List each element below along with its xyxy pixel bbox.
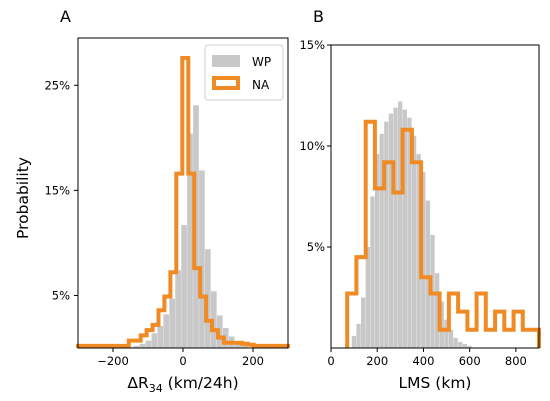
panel-a-x-ticks: −200 0 200 (97, 348, 264, 368)
wp-bar (145, 340, 152, 348)
wp-bar (439, 301, 444, 348)
wp-bar (187, 133, 193, 348)
y-tick-label: 15% (299, 38, 325, 52)
x-tick-label: 800 (505, 354, 527, 368)
panel-a-xlabel: ΔR34 (km/24h) (127, 374, 238, 395)
x-tick-label: 0 (179, 354, 186, 368)
wp-bar (361, 297, 366, 348)
legend-swatch-na (212, 76, 240, 90)
panel-b-na-step (345, 119, 541, 348)
legend-box (204, 44, 284, 101)
wp-bar (425, 200, 431, 348)
wp-bar (157, 325, 164, 348)
wp-bar (370, 196, 375, 348)
wp-bar (139, 343, 146, 348)
wp-bar (199, 170, 205, 348)
wp-bar (240, 344, 247, 348)
wp-bar (356, 323, 361, 348)
wp-bar (430, 234, 435, 348)
wp-bar (435, 273, 440, 348)
wp-bar (411, 135, 417, 348)
panel-b-y-ticks: 5% 10% 15% (299, 38, 331, 254)
panel-b-frame (330, 44, 540, 349)
x-tick-label: 400 (412, 354, 434, 368)
panel-a-na-step (76, 56, 290, 348)
wp-bar (175, 270, 181, 348)
wp-bar (151, 333, 158, 348)
panel-b-letter: B (313, 7, 324, 26)
wp-bar (421, 172, 426, 348)
panel-a: A 5% 15% 25% −200 0 200 Probability ΔR34 (km… (14, 7, 290, 395)
wp-bar (458, 341, 463, 348)
wp-bar (388, 113, 394, 349)
panel-b-x-ticks: 0 200 400 600 800 (327, 348, 527, 368)
wp-bar (407, 117, 412, 348)
xlabel-main: ΔR (127, 374, 149, 392)
panel-a-letter: A (60, 7, 71, 26)
y-tick-label: 10% (299, 139, 325, 153)
wp-bar (398, 101, 403, 348)
legend-label-na: NA (252, 78, 270, 92)
wp-bar (163, 314, 170, 348)
y-tick-label: 5% (307, 240, 325, 254)
wp-bar (462, 343, 468, 348)
panel-a-y-ticks: 5% 15% 25% (44, 78, 78, 302)
wp-bar (181, 225, 187, 348)
panel-b-wp-bars (351, 101, 472, 349)
x-tick-label: 600 (459, 354, 481, 368)
x-tick-label: −200 (97, 354, 129, 368)
legend-label-wp: WP (252, 55, 271, 69)
x-tick-label: 200 (366, 354, 388, 368)
xlabel-sub: 34 (149, 382, 163, 395)
wp-bar (393, 107, 398, 349)
y-tick-label: 15% (44, 183, 70, 197)
panel-b: B 5% 10% 15% 0 200 400 600 800 LMS (km) (299, 7, 541, 392)
xlabel-unit: (km/24h) (163, 374, 239, 392)
y-tick-label: 25% (44, 78, 70, 92)
y-tick-label: 5% (52, 288, 70, 302)
wp-bar (133, 345, 140, 348)
wp-bar (444, 319, 449, 348)
wp-bar (351, 335, 357, 348)
wp-bar (448, 329, 454, 348)
wp-bar (453, 337, 458, 348)
wp-bar (169, 298, 175, 348)
wp-bar (379, 133, 384, 348)
wp-bar (384, 121, 389, 348)
wp-bar (374, 154, 380, 348)
legend: WP NA (204, 44, 284, 101)
wp-bar (402, 109, 407, 348)
panel-a-ylabel: Probability (14, 157, 32, 239)
wp-bar (234, 341, 241, 348)
x-tick-label: 0 (327, 354, 334, 368)
legend-swatch-wp (212, 55, 240, 67)
x-tick-label: 200 (242, 354, 264, 368)
wp-bar (416, 154, 421, 348)
wp-bar (467, 345, 472, 348)
wp-bar (365, 247, 370, 348)
panel-b-xlabel: LMS (km) (399, 374, 472, 392)
